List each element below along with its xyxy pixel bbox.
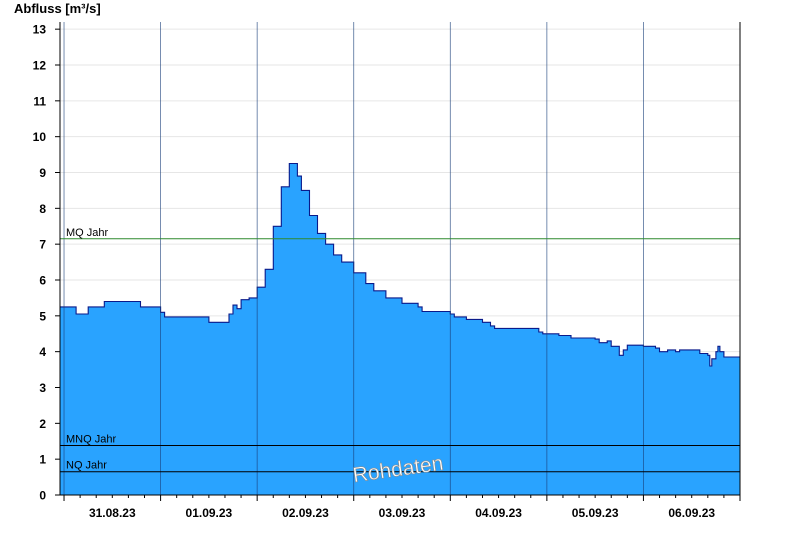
y-tick-label: 5 xyxy=(39,309,46,323)
y-tick-label: 9 xyxy=(39,166,46,180)
y-tick-label: 3 xyxy=(39,381,46,395)
y-tick-label: 10 xyxy=(33,130,47,144)
x-tick-label: 02.09.23 xyxy=(282,506,329,520)
x-tick-label: 04.09.23 xyxy=(475,506,522,520)
reference-line-label: NQ Jahr xyxy=(66,460,107,472)
y-tick-label: 6 xyxy=(39,274,46,288)
y-tick-label: 2 xyxy=(39,417,46,431)
y-tick-label: 13 xyxy=(33,23,47,37)
day-separators xyxy=(63,22,644,495)
discharge-series xyxy=(60,162,740,495)
y-tick-label: 11 xyxy=(33,94,46,108)
x-tick-label: 01.09.23 xyxy=(186,506,233,520)
y-tick-label: 7 xyxy=(39,238,46,252)
y-tick-label: 4 xyxy=(39,345,46,359)
y-tick-label: 8 xyxy=(39,202,46,216)
x-tick-label: 31.08.23 xyxy=(89,506,136,520)
x-tick-label: 05.09.23 xyxy=(572,506,619,520)
x-tick-labels: 31.08.23 01.09.23 02.09.23 03.09.23 04.09.23… xyxy=(63,495,741,520)
x-tick-label: 03.09.23 xyxy=(379,506,426,520)
y-axis-label: Abfluss [m³/s] xyxy=(14,1,101,16)
reference-line-label: MQ Jahr xyxy=(66,227,109,239)
x-tick-label: 06.09.23 xyxy=(668,506,715,520)
reference-lines: MQ Jahr MNQ Jahr NQ Jahr xyxy=(60,227,740,473)
y-tick-label: 0 xyxy=(39,489,46,503)
reference-line-label: MNQ Jahr xyxy=(66,434,116,446)
y-tick-label: 1 xyxy=(39,453,46,467)
discharge-area xyxy=(60,163,740,495)
discharge-line xyxy=(60,162,740,367)
y-tick-label: 12 xyxy=(33,59,47,73)
